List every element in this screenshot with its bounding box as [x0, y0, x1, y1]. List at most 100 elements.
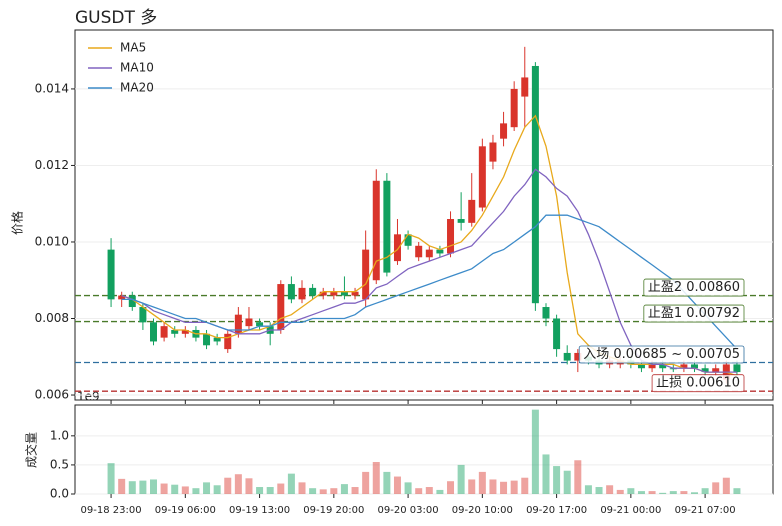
- volume-bar: [712, 482, 720, 494]
- volume-bar: [659, 492, 667, 494]
- candle-body: [319, 291, 327, 296]
- candle-body: [351, 291, 359, 296]
- candle-body: [712, 368, 720, 373]
- volume-bar: [139, 480, 147, 494]
- chart-title: GUSDT 多: [75, 8, 157, 28]
- candle-body: [234, 314, 242, 334]
- volume-bar: [234, 474, 242, 494]
- legend-label: MA20: [120, 81, 154, 95]
- candle-body: [733, 364, 741, 373]
- volume-bar: [362, 471, 370, 494]
- volume-bar: [733, 488, 741, 494]
- volume-tick-label: 0.5: [50, 457, 69, 471]
- volume-bar: [510, 480, 518, 494]
- candle-body: [118, 295, 126, 300]
- candle-body: [309, 287, 317, 296]
- volume-bar: [489, 479, 497, 494]
- volume-bar: [500, 481, 508, 494]
- volume-bar: [192, 488, 200, 494]
- y-tick-label: 0.010: [35, 234, 69, 248]
- candle-body: [213, 337, 221, 342]
- volume-bar: [351, 487, 359, 494]
- candle-body: [648, 364, 656, 369]
- x-tick-label: 09-18 23:00: [81, 505, 142, 516]
- volume-bar: [340, 484, 348, 494]
- candle-body: [563, 352, 571, 361]
- x-tick-label: 09-19 13:00: [229, 505, 290, 516]
- volume-bar: [160, 483, 168, 494]
- candle-body: [224, 333, 232, 350]
- main-frame: [74, 29, 774, 401]
- x-tick-label: 09-20 10:00: [452, 505, 513, 516]
- volume-bar: [595, 487, 603, 494]
- volume-bar: [521, 477, 529, 494]
- volume-bar: [553, 466, 561, 494]
- volume-bar: [383, 471, 391, 494]
- candle-body: [415, 245, 423, 258]
- volume-bar: [669, 491, 677, 494]
- candle-body: [542, 307, 550, 319]
- volume-bar: [171, 484, 179, 494]
- candle-body: [521, 77, 529, 97]
- candle-body: [139, 307, 147, 323]
- candle-body: [447, 219, 455, 254]
- x-tick-label: 09-20 03:00: [378, 505, 439, 516]
- volume-tick-label: 0.0: [50, 487, 69, 501]
- level-label: 入场 0.00685 ~ 0.00705: [583, 347, 740, 362]
- candle-body: [171, 329, 179, 334]
- candle-body: [128, 295, 136, 308]
- x-tick-label: 09-21 07:00: [675, 505, 736, 516]
- level-label-box: [643, 304, 745, 323]
- x-tick-label: 09-20 17:00: [526, 505, 587, 516]
- candle-body: [149, 322, 157, 342]
- volume-bar: [457, 464, 465, 494]
- volume-bar: [118, 478, 126, 494]
- candle-body: [457, 219, 465, 223]
- volume-bar: [213, 485, 221, 494]
- level-label-box: [651, 374, 745, 393]
- level-label: 止盈1 0.00792: [648, 306, 740, 321]
- volume-bar: [149, 479, 157, 494]
- volume-axis-label: 成交量: [24, 432, 39, 468]
- volume-bar: [584, 485, 592, 494]
- candle-body: [489, 142, 497, 162]
- volume-bar: [415, 488, 423, 494]
- volume-bar: [701, 488, 709, 494]
- volume-bar: [478, 471, 486, 494]
- volume-bar: [107, 463, 115, 494]
- candle-body: [680, 364, 688, 369]
- volume-bar: [468, 479, 476, 494]
- candle-body: [468, 199, 476, 223]
- candle-body: [340, 291, 348, 296]
- volume-bar: [542, 454, 550, 494]
- volume-bar: [256, 487, 264, 494]
- y-tick-label: 0.008: [35, 311, 69, 325]
- volume-tick-label: 1.0: [50, 428, 69, 442]
- volume-bar: [393, 476, 401, 494]
- volume-bar: [404, 482, 412, 494]
- legend-label: MA5: [120, 41, 146, 55]
- candle-body: [298, 287, 306, 300]
- volume-bar: [722, 477, 730, 494]
- volume-bar: [425, 487, 433, 494]
- legend-label: MA10: [120, 61, 154, 75]
- level-label-box: [643, 278, 745, 297]
- candle-body: [362, 249, 370, 300]
- volume-bar: [277, 483, 285, 494]
- x-tick-label: 09-21 00:00: [600, 505, 661, 516]
- level-label-box: [578, 345, 745, 364]
- candle-body: [691, 364, 699, 369]
- y-axis-label: 价格: [10, 211, 25, 235]
- candle-body: [531, 65, 539, 304]
- level-label: 止盈2 0.00860: [648, 280, 740, 295]
- candle-body: [574, 352, 582, 361]
- candle-body: [107, 249, 115, 300]
- volume-bar: [627, 488, 635, 494]
- volume-bar: [436, 489, 444, 494]
- candle-body: [500, 123, 508, 139]
- candle-body: [478, 146, 486, 208]
- candle-body: [245, 318, 253, 327]
- volume-bar: [128, 481, 136, 494]
- volume-bar: [330, 488, 338, 494]
